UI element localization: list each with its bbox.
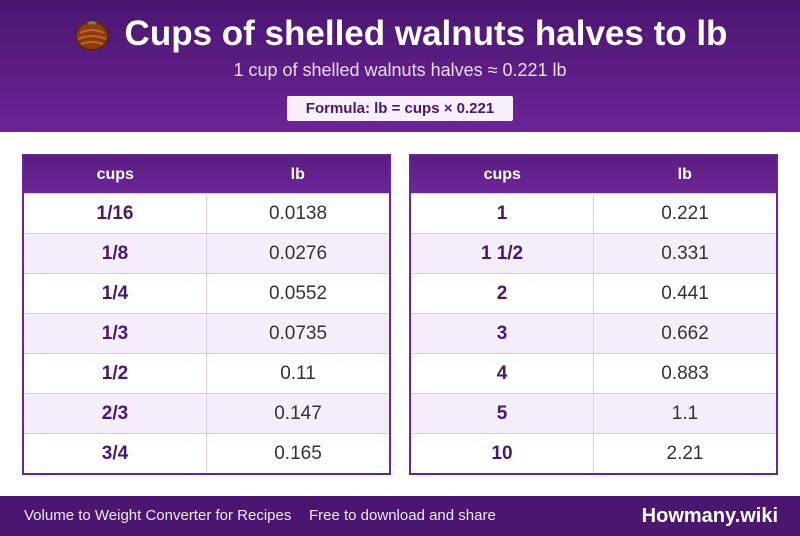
table-row: 10 2.21 xyxy=(411,433,776,473)
page-title: Cups of shelled walnuts halves to lb xyxy=(124,14,728,53)
table-row: 1/16 0.0138 xyxy=(24,193,389,233)
lb-cell: 2.21 xyxy=(666,442,704,464)
lb-cell: 0.662 xyxy=(661,322,709,344)
table-row: 3 0.662 xyxy=(411,313,776,353)
brand-logo-text[interactable]: Howmany.wiki xyxy=(641,505,778,527)
table-row: 1 0.221 xyxy=(411,193,776,233)
column-header-lb: lb xyxy=(677,165,692,183)
lb-cell: 0.165 xyxy=(274,442,322,464)
table-row: 4 0.883 xyxy=(411,353,776,393)
cups-cell: 5 xyxy=(411,394,594,433)
table-row: 2 0.441 xyxy=(411,273,776,313)
lb-cell: 0.221 xyxy=(661,202,709,224)
footer-bar: Volume to Weight Converter for Recipes F… xyxy=(0,496,800,536)
cups-cell: 1 1/2 xyxy=(411,234,594,273)
lb-cell: 0.331 xyxy=(661,242,709,264)
footer-tagline: Volume to Weight Converter for Recipes xyxy=(24,507,292,524)
header-banner: Cups of shelled walnuts halves to lb 1 c… xyxy=(0,0,800,132)
column-header-cups: cups xyxy=(483,165,521,183)
lb-cell: 0.0552 xyxy=(268,282,328,304)
cups-cell: 1/3 xyxy=(24,314,207,353)
cups-cell: 4 xyxy=(411,354,594,393)
lb-cell: 0.883 xyxy=(661,362,709,384)
table-row: 1/8 0.0276 xyxy=(24,233,389,273)
table-row: 1/3 0.0735 xyxy=(24,313,389,353)
walnut-icon xyxy=(73,15,111,53)
cups-cell: 1 xyxy=(411,194,594,233)
cups-cell: 3/4 xyxy=(24,434,207,473)
table-row: 3/4 0.165 xyxy=(24,433,389,473)
lb-cell: 0.147 xyxy=(274,402,322,424)
table-header: cups lb xyxy=(24,156,389,193)
cups-cell: 2/3 xyxy=(24,394,207,433)
cups-cell: 2 xyxy=(411,274,594,313)
cups-cell: 1/2 xyxy=(24,354,207,393)
page-subtitle: 1 cup of shelled walnuts halves ≈ 0.221 … xyxy=(233,60,567,80)
lb-cell: 0.0276 xyxy=(268,242,328,264)
conversion-table-right: cups lb 1 0.221 1 1/2 0.331 2 0.441 3 0.… xyxy=(409,154,778,475)
table-header: cups lb xyxy=(411,156,776,193)
column-header-lb: lb xyxy=(290,165,305,183)
conversion-table-left: cups lb 1/16 0.0138 1/8 0.0276 1/4 0.055… xyxy=(22,154,391,475)
table-row: 2/3 0.147 xyxy=(24,393,389,433)
cups-cell: 10 xyxy=(411,434,594,473)
lb-cell: 0.0735 xyxy=(268,322,328,344)
column-header-cups: cups xyxy=(96,165,134,183)
table-row: 1/2 0.11 xyxy=(24,353,389,393)
lb-cell: 0.441 xyxy=(661,282,709,304)
lb-cell: 0.11 xyxy=(280,362,316,384)
formula-badge: Formula: lb = cups × 0.221 xyxy=(287,96,513,121)
cups-cell: 1/8 xyxy=(24,234,207,273)
cups-cell: 1/4 xyxy=(24,274,207,313)
table-row: 1 1/2 0.331 xyxy=(411,233,776,273)
lb-cell: 1.1 xyxy=(671,402,699,424)
cups-cell: 1/16 xyxy=(24,194,207,233)
table-row: 5 1.1 xyxy=(411,393,776,433)
cups-cell: 3 xyxy=(411,314,594,353)
lb-cell: 0.0138 xyxy=(268,202,328,224)
footer-share-note: Free to download and share xyxy=(309,507,496,524)
title-row: Cups of shelled walnuts halves to lb xyxy=(0,14,800,54)
table-row: 1/4 0.0552 xyxy=(24,273,389,313)
